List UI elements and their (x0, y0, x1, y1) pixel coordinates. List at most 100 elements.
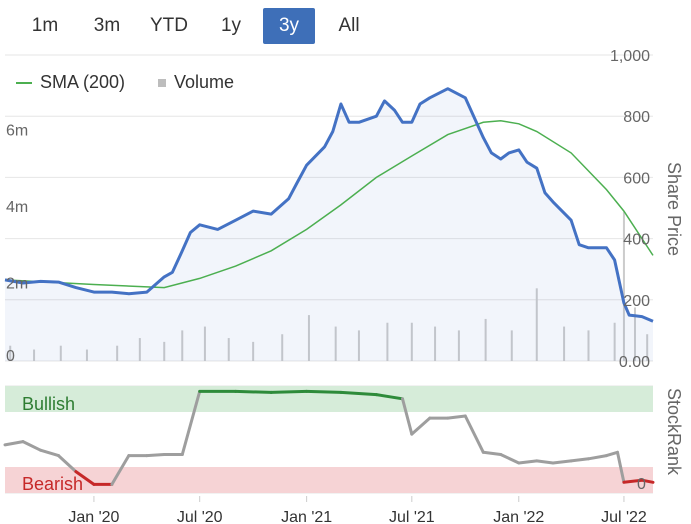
volume-axis-tick: 4m (6, 199, 28, 216)
stockrank-segment (110, 454, 131, 486)
stockrank-segment (587, 454, 608, 461)
stockrank-segment (145, 453, 166, 458)
range-button-1y[interactable]: 1y (220, 15, 242, 36)
stockrank-segment (616, 450, 626, 484)
legend-sma-label: SMA (200) (40, 72, 126, 92)
x-axis-tick-label: Jan '22 (493, 509, 544, 524)
stockrank-segment (374, 393, 404, 401)
price-axis-ticks: 1,000 800 600 400 200 0.00 (610, 48, 650, 371)
range-button-all[interactable]: All (338, 15, 360, 36)
x-axis-tick-label: Jan '21 (281, 509, 332, 524)
stockrank-segment (3, 440, 25, 447)
stockrank-segment (446, 414, 467, 420)
volume-axis-ticks: 6m 4m 2m 0 (6, 123, 28, 366)
volume-bar (33, 349, 36, 361)
volume-bar (410, 322, 413, 361)
volume-bar (203, 326, 206, 361)
stockrank-segment (410, 416, 432, 436)
volume-axis-tick: 0 (6, 348, 15, 365)
sma-line-swatch (16, 82, 32, 85)
volume-bar (434, 326, 437, 361)
volume-bar (510, 330, 513, 361)
x-axis-tick-label: Jul '22 (601, 509, 647, 524)
legend-volume-label: Volume (174, 72, 235, 92)
volume-bar (252, 341, 255, 361)
volume-axis-tick: 2m (6, 276, 28, 293)
volume-bar (281, 334, 284, 361)
volume-bar (227, 338, 230, 361)
bullish-band (5, 386, 653, 412)
range-button-ytd[interactable]: YTD (150, 15, 188, 36)
x-axis-tick-label: Jul '21 (389, 509, 435, 524)
price-axis-tick: 200 (623, 293, 650, 310)
price-axis-title: Share Price (664, 162, 684, 256)
volume-bar (633, 307, 636, 361)
price-axis-tick: 1,000 (610, 48, 650, 65)
volume-bar (9, 345, 12, 361)
volume-bar (307, 315, 310, 361)
stockrank-segment (57, 454, 78, 474)
stockrank-segment (605, 450, 619, 458)
legend-item-volume[interactable]: Volume (158, 72, 234, 93)
bullish-band-label: Bullish (22, 394, 75, 414)
x-axis-ticks: Jan '20 Jul '20 Jan '21 Jul '21 Jan '22 Jul '… (68, 496, 647, 524)
volume-bar (386, 322, 389, 361)
stockrank-segment (517, 459, 539, 465)
volume-bar (622, 211, 625, 361)
stockrank-segment (74, 470, 96, 486)
volume-bar (181, 330, 184, 361)
volume-bar (163, 341, 166, 361)
volume-bar (613, 322, 616, 361)
volume-bar (457, 330, 460, 361)
price-area-fill (5, 88, 653, 361)
bearish-band (5, 467, 653, 493)
legend-item-sma[interactable]: SMA (200) (16, 72, 125, 93)
stockrank-axis-tick: 0 (637, 476, 646, 493)
stockrank-segment (463, 414, 485, 454)
volume-swatch (158, 79, 166, 88)
stockrank-segment (640, 478, 655, 484)
price-axis-tick: 0.00 (619, 354, 650, 371)
stockrank-segment (21, 440, 42, 452)
stockrank-segment (305, 389, 343, 394)
volume-bar (357, 330, 360, 361)
volume-bar (646, 334, 649, 361)
stockrank-segment (535, 459, 555, 465)
stockrank-segment (569, 457, 590, 463)
volume-bars (9, 211, 649, 361)
x-axis-tick-label: Jul '20 (177, 509, 223, 524)
volume-bar (59, 345, 62, 361)
volume-bar (116, 345, 119, 361)
price-line (4, 87, 654, 323)
volume-bar (85, 349, 88, 361)
price-axis-tick: 400 (623, 232, 650, 249)
volume-bar (484, 318, 487, 361)
volume-bar (535, 288, 538, 361)
x-axis-tick-label: Jan '20 (68, 509, 119, 524)
stockrank-segment (234, 389, 273, 394)
stockrank-segment (499, 453, 521, 465)
range-button-3y[interactable]: 3y (263, 8, 315, 44)
volume-bar (334, 326, 337, 361)
range-button-3m[interactable]: 3m (93, 15, 121, 36)
stockrank-segment (339, 390, 378, 397)
stockrank-segment (39, 448, 60, 458)
stockrank-segment (481, 450, 503, 456)
sma-line (4, 120, 654, 289)
price-axis-tick: 600 (623, 170, 650, 187)
price-axis-tick: 800 (623, 109, 650, 126)
stockrank-segment (401, 397, 414, 436)
stockrank-segment (180, 389, 202, 456)
stockrank-segment (551, 459, 573, 465)
volume-axis-tick: 6m (6, 123, 28, 140)
stockrank-segment (269, 389, 309, 394)
volume-bar (563, 326, 566, 361)
range-button-1m[interactable]: 1m (31, 15, 59, 36)
volume-bar (587, 330, 590, 361)
stockrank-line (3, 389, 655, 486)
stockrank-segment (622, 478, 644, 484)
bearish-band-label: Bearish (22, 474, 83, 494)
stockrank-axis-title: StockRank (664, 388, 684, 476)
volume-bar (138, 338, 141, 361)
